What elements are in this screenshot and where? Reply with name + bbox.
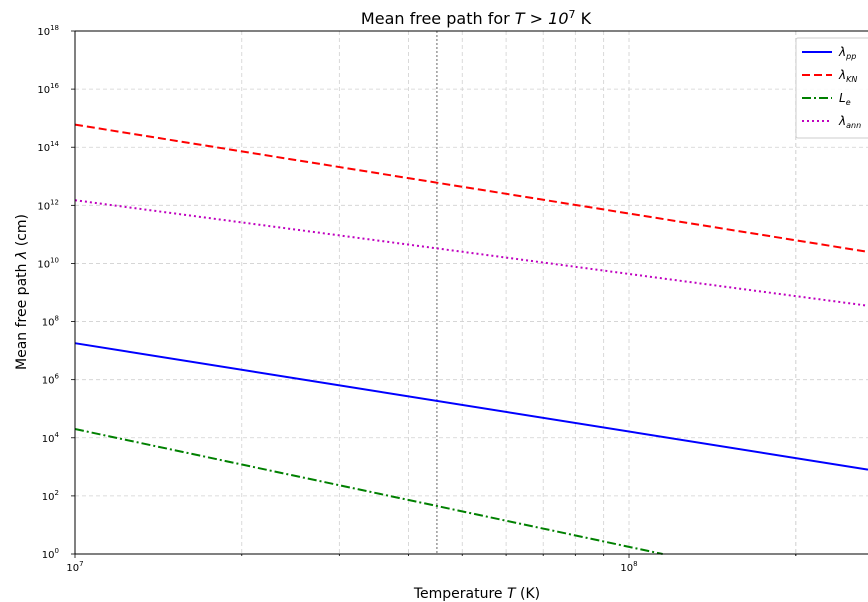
y-tick-label: 1014 <box>37 140 59 154</box>
y-tick-label: 1018 <box>37 24 59 38</box>
y-tick-label: 1012 <box>37 198 59 212</box>
series-line-e <box>74 428 663 555</box>
x-axis-ticks: 107 108 <box>66 554 797 574</box>
legend: λpp λKN Le λann <box>795 37 868 139</box>
series-lines <box>74 123 868 555</box>
y-tick-label: 1016 <box>37 82 59 96</box>
legend-box <box>795 37 868 139</box>
x-tick-label: 107 <box>66 560 83 574</box>
legend-label-e: Le <box>839 91 851 107</box>
x-tick-label: 108 <box>620 560 637 574</box>
y-tick-label: 102 <box>42 489 59 503</box>
legend-label-ann: λann <box>838 114 861 130</box>
grid-lines <box>75 31 868 554</box>
series-line-pp <box>74 342 868 471</box>
legend-label-pp: λpp <box>838 45 856 61</box>
chart-title: Mean free path for T > 107 K <box>361 8 592 28</box>
legend-label-kn: λKN <box>838 68 857 84</box>
y-tick-label: 106 <box>42 373 60 387</box>
series-line-ann <box>74 199 868 307</box>
x-axis-label: Temperature T (K) <box>413 586 540 602</box>
series-line-kn <box>74 123 868 253</box>
y-tick-label: 1010 <box>37 256 59 270</box>
y-tick-label: 100 <box>42 547 59 561</box>
y-tick-label: 108 <box>42 315 59 329</box>
y-axis-ticks: 100 102 104 106 108 1010 1012 1014 1016 1018 <box>37 24 75 561</box>
y-tick-label: 104 <box>42 431 60 445</box>
y-axis-label: Mean free path λ (cm) <box>14 214 30 370</box>
